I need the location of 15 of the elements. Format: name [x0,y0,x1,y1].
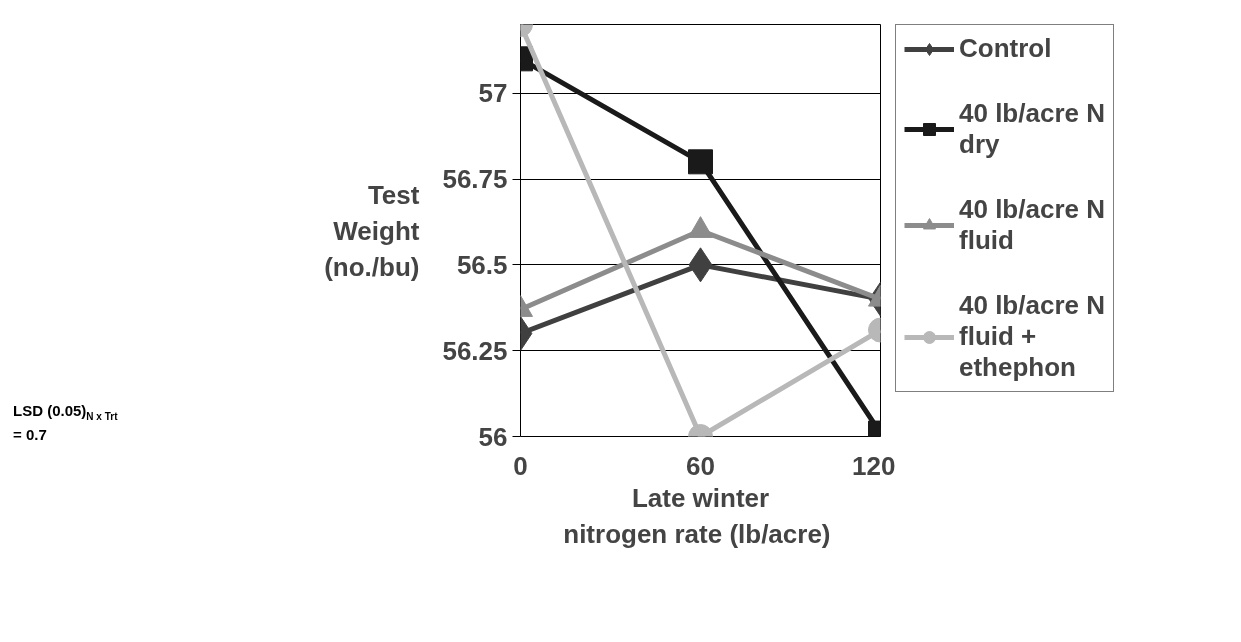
legend-label: 40 lb/acre N fluid [959,194,1105,256]
y-tick-label: 57 [478,78,508,109]
y-tick-label: 56 [478,421,508,452]
x-tick-label: 120 [852,450,896,481]
y-tick-label: 56.5 [456,249,508,280]
x-axis-title: Late winter nitrogen rate (lb/acre) [563,482,831,549]
y-tick-label: 56.75 [442,164,508,194]
x-tick-label: 60 [686,450,715,481]
x-tick-label: 0 [513,450,528,481]
y-axis-title: Test Weight (no./bu) [324,179,420,282]
y-tick-label: 56.25 [442,335,508,366]
legend-label: 40 lb/acre N fluid + ethephon [959,290,1105,383]
text: LSD (0.05)$_{N x Trt}$ = 0.7 [13,402,118,444]
legend-label: 40 lb/acre N dry [959,98,1105,160]
legend-label: Control [959,33,1052,64]
